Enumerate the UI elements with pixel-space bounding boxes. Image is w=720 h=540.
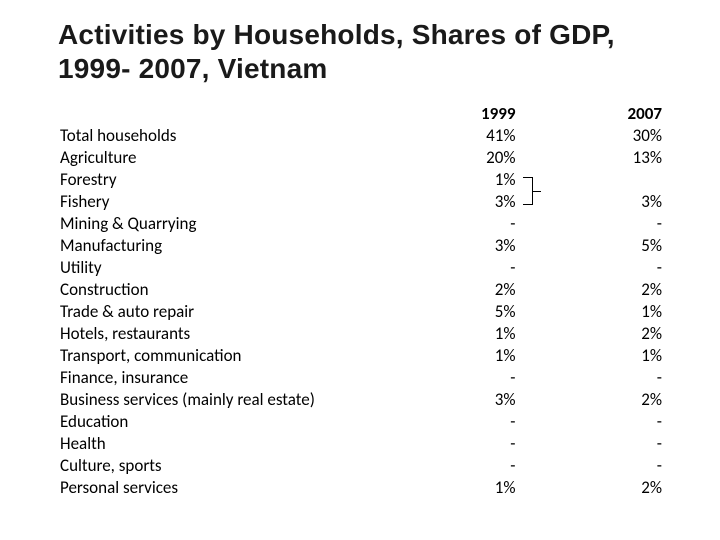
row-label: Culture, sports <box>60 455 414 477</box>
row-value-1999: 5% <box>414 301 518 323</box>
row-label: Agriculture <box>60 147 414 169</box>
row-label: Fishery <box>60 191 414 213</box>
row-value-2007: 2% <box>517 389 670 411</box>
row-value-1999: 3% <box>414 389 518 411</box>
table-row: Mining & Quarrying-- <box>60 213 670 235</box>
table-row: Construction2%2% <box>60 279 670 301</box>
row-value-1999: 20% <box>414 147 518 169</box>
row-value-2007: 2% <box>517 279 670 301</box>
table-row: Fishery3%3% <box>60 191 670 213</box>
row-value-2007: 30% <box>517 125 670 147</box>
header-label <box>60 103 414 125</box>
header-2007: 2007 <box>517 103 670 125</box>
row-value-2007: - <box>517 455 670 477</box>
row-value-1999: - <box>414 367 518 389</box>
row-value-1999: 1% <box>414 345 518 367</box>
table-row: Utility-- <box>60 257 670 279</box>
row-value-2007: 5% <box>517 235 670 257</box>
table-row: Total households41%30% <box>60 125 670 147</box>
table-header-row: 1999 2007 <box>60 103 670 125</box>
row-value-2007: 3% <box>517 191 670 213</box>
row-label: Personal services <box>60 477 414 499</box>
gdp-share-table: 1999 2007 Total households41%30%Agricult… <box>60 103 670 499</box>
table-row: Business services (mainly real estate)3%… <box>60 389 670 411</box>
table-row: Trade & auto repair5%1% <box>60 301 670 323</box>
row-value-1999: 1% <box>414 169 518 191</box>
row-label: Construction <box>60 279 414 301</box>
row-label: Trade & auto repair <box>60 301 414 323</box>
row-value-1999: - <box>414 433 518 455</box>
table-row: Culture, sports-- <box>60 455 670 477</box>
row-value-1999: 41% <box>414 125 518 147</box>
table-row: Personal services1%2% <box>60 477 670 499</box>
page-title: Activities by Households, Shares of GDP,… <box>58 18 670 85</box>
table-row: Hotels, restaurants1%2% <box>60 323 670 345</box>
table-row: Education-- <box>60 411 670 433</box>
row-label: Mining & Quarrying <box>60 213 414 235</box>
table-row: Agriculture20%13% <box>60 147 670 169</box>
row-label: Finance, insurance <box>60 367 414 389</box>
row-label: Total households <box>60 125 414 147</box>
row-value-1999: - <box>414 213 518 235</box>
grouping-bracket <box>523 177 533 206</box>
row-value-1999: 3% <box>414 191 518 213</box>
data-table-container: 1999 2007 Total households41%30%Agricult… <box>58 103 670 499</box>
row-value-1999: 1% <box>414 323 518 345</box>
row-label: Transport, communication <box>60 345 414 367</box>
row-value-1999: - <box>414 257 518 279</box>
row-label: Forestry <box>60 169 414 191</box>
row-value-2007 <box>517 169 670 191</box>
row-value-2007: 2% <box>517 323 670 345</box>
grouping-bracket-stub <box>533 191 541 192</box>
table-row: Forestry1% <box>60 169 670 191</box>
row-value-2007: 2% <box>517 477 670 499</box>
row-value-2007: - <box>517 213 670 235</box>
table-row: Finance, insurance-- <box>60 367 670 389</box>
row-label: Hotels, restaurants <box>60 323 414 345</box>
row-value-1999: 1% <box>414 477 518 499</box>
row-value-2007: - <box>517 433 670 455</box>
row-label: Education <box>60 411 414 433</box>
row-label: Utility <box>60 257 414 279</box>
row-label: Health <box>60 433 414 455</box>
row-value-1999: 3% <box>414 235 518 257</box>
row-label: Business services (mainly real estate) <box>60 389 414 411</box>
table-row: Transport, communication1%1% <box>60 345 670 367</box>
row-value-1999: - <box>414 455 518 477</box>
row-value-1999: - <box>414 411 518 433</box>
row-label: Manufacturing <box>60 235 414 257</box>
header-1999: 1999 <box>414 103 518 125</box>
row-value-2007: - <box>517 257 670 279</box>
row-value-2007: 13% <box>517 147 670 169</box>
row-value-2007: 1% <box>517 301 670 323</box>
row-value-2007: - <box>517 411 670 433</box>
row-value-1999: 2% <box>414 279 518 301</box>
row-value-2007: - <box>517 367 670 389</box>
table-row: Health-- <box>60 433 670 455</box>
table-row: Manufacturing3%5% <box>60 235 670 257</box>
row-value-2007: 1% <box>517 345 670 367</box>
